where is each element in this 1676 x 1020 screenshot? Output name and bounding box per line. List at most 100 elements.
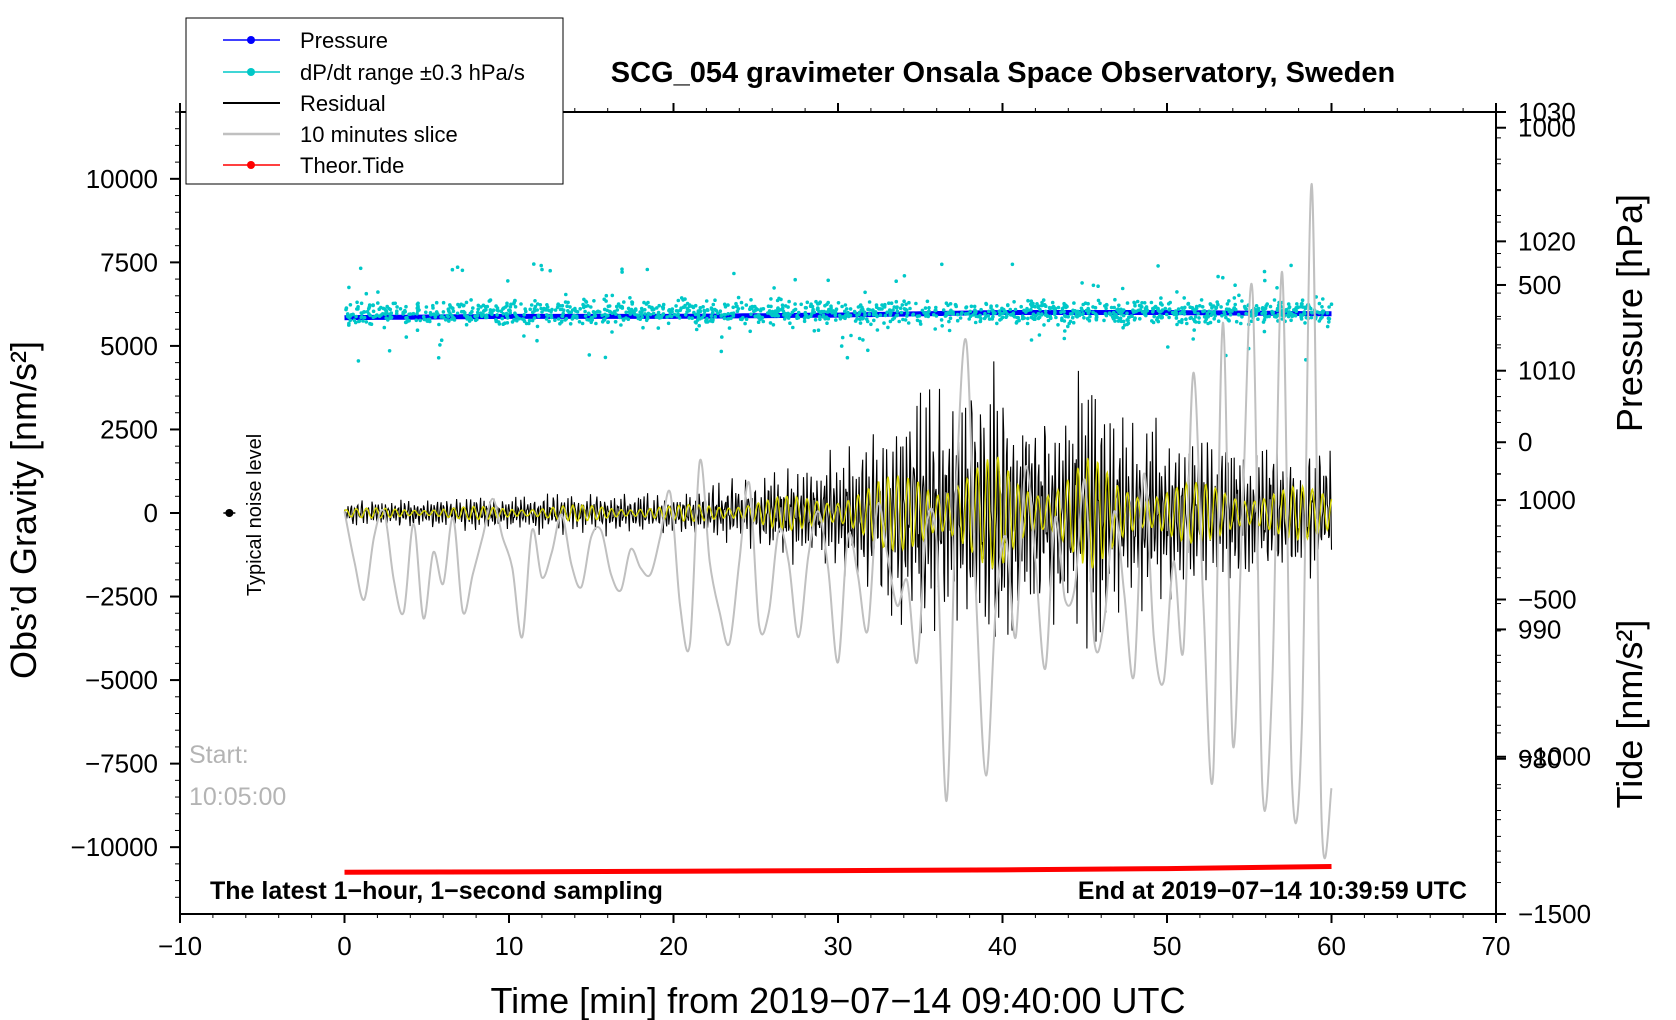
dpdt-point bbox=[816, 306, 820, 310]
dpdt-point bbox=[1219, 305, 1223, 309]
dpdt-point bbox=[669, 314, 674, 319]
dpdt-point bbox=[1220, 313, 1224, 318]
dpdt-point bbox=[495, 313, 499, 317]
dpdt-point bbox=[626, 317, 631, 322]
dpdt-point bbox=[527, 318, 532, 323]
dpdt-point bbox=[401, 310, 406, 315]
dpdt-point bbox=[424, 305, 429, 309]
dpdt-point bbox=[440, 314, 444, 318]
y-left-tick-label: −2500 bbox=[85, 582, 158, 612]
dpdt-point bbox=[1133, 309, 1138, 314]
bottom-left-note: The latest 1−hour, 1−second sampling bbox=[210, 877, 663, 905]
dpdt-point bbox=[947, 319, 951, 324]
dpdt-point bbox=[883, 302, 887, 307]
dpdt-point bbox=[1153, 305, 1157, 310]
dpdt-point bbox=[455, 311, 460, 316]
dpdt-point bbox=[902, 299, 906, 304]
dpdt-point bbox=[760, 315, 765, 320]
dpdt-point bbox=[563, 300, 568, 304]
dpdt-point bbox=[365, 309, 370, 314]
dpdt-point bbox=[1016, 315, 1020, 320]
dpdt-point bbox=[620, 270, 624, 274]
dpdt-point bbox=[417, 308, 421, 312]
dpdt-point bbox=[1191, 337, 1195, 341]
dpdt-point bbox=[1050, 300, 1055, 305]
dpdt-point bbox=[584, 300, 589, 304]
dpdt-point bbox=[515, 318, 519, 323]
dpdt-point bbox=[382, 325, 387, 330]
dpdt-point bbox=[729, 311, 734, 316]
dpdt-point bbox=[618, 305, 623, 309]
dpdt-point bbox=[508, 308, 512, 313]
dpdt-point bbox=[903, 318, 908, 322]
dpdt-point bbox=[547, 319, 551, 324]
dpdt-point bbox=[793, 277, 797, 282]
dpdt-point bbox=[1194, 306, 1199, 311]
dpdt-point bbox=[1200, 305, 1205, 309]
dpdt-point bbox=[761, 319, 766, 324]
dpdt-point bbox=[934, 305, 938, 310]
dpdt-point bbox=[932, 312, 936, 317]
dpdt-point bbox=[1167, 315, 1171, 320]
dpdt-point bbox=[586, 311, 591, 316]
theor-tide-line bbox=[344, 864, 1332, 875]
dpdt-point bbox=[1184, 317, 1188, 322]
dpdt-point bbox=[883, 313, 888, 318]
dpdt-point bbox=[506, 279, 510, 283]
dpdt-point bbox=[1320, 315, 1324, 319]
dpdt-point bbox=[1199, 298, 1204, 302]
x-tick-label: 0 bbox=[337, 931, 351, 961]
dpdt-point bbox=[1121, 313, 1126, 318]
dpdt-point bbox=[1327, 320, 1331, 324]
dpdt-point bbox=[1068, 312, 1073, 316]
dpdt-point bbox=[1054, 315, 1058, 320]
dpdt-point bbox=[1287, 305, 1292, 309]
dpdt-point bbox=[1212, 317, 1216, 321]
dpdt-point bbox=[823, 303, 827, 308]
dpdt-point bbox=[388, 312, 392, 317]
dpdt-point bbox=[983, 311, 987, 316]
dpdt-point bbox=[460, 268, 465, 273]
dpdt-point bbox=[1309, 315, 1314, 320]
dpdt-point bbox=[535, 324, 540, 329]
dpdt-point bbox=[1230, 309, 1234, 313]
dpdt-point bbox=[722, 312, 727, 317]
dpdt-point bbox=[441, 310, 446, 314]
dpdt-point bbox=[731, 305, 735, 310]
dpdt-point bbox=[1152, 314, 1156, 319]
dpdt-point bbox=[866, 307, 870, 312]
dpdt-point bbox=[826, 278, 830, 283]
dpdt-point bbox=[644, 318, 649, 323]
dpdt-point bbox=[933, 327, 937, 331]
dpdt-point bbox=[469, 298, 473, 302]
dpdt-point bbox=[927, 309, 931, 314]
dpdt-point bbox=[1222, 312, 1227, 316]
dpdt-point bbox=[539, 306, 543, 311]
dpdt-point bbox=[1225, 302, 1230, 306]
dpdt-point bbox=[349, 313, 354, 317]
bottom-right-note: End at 2019−07−14 10:39:59 UTC bbox=[1078, 877, 1467, 905]
dpdt-point bbox=[356, 359, 361, 363]
dpdt-point bbox=[1053, 306, 1058, 311]
dpdt-point bbox=[710, 310, 715, 315]
dpdt-point bbox=[891, 308, 895, 312]
dpdt-point bbox=[976, 314, 980, 319]
dpdt-point bbox=[849, 333, 853, 338]
dpdt-point bbox=[925, 299, 930, 304]
dpdt-point bbox=[446, 307, 451, 312]
dpdt-point bbox=[519, 302, 523, 306]
dpdt-point bbox=[603, 355, 608, 360]
dpdt-point bbox=[722, 316, 727, 321]
dpdt-point bbox=[448, 304, 453, 309]
dpdt-point bbox=[1119, 312, 1123, 316]
dpdt-point bbox=[1085, 316, 1090, 321]
dpdt-point bbox=[1144, 308, 1149, 312]
dpdt-point bbox=[839, 344, 844, 348]
dpdt-point bbox=[379, 313, 383, 317]
dpdt-point bbox=[1254, 304, 1259, 308]
dpdt-point bbox=[1203, 319, 1207, 324]
dpdt-point bbox=[696, 315, 701, 320]
dpdt-point bbox=[934, 308, 938, 313]
dpdt-point bbox=[902, 307, 907, 311]
dpdt-point bbox=[1031, 316, 1035, 321]
